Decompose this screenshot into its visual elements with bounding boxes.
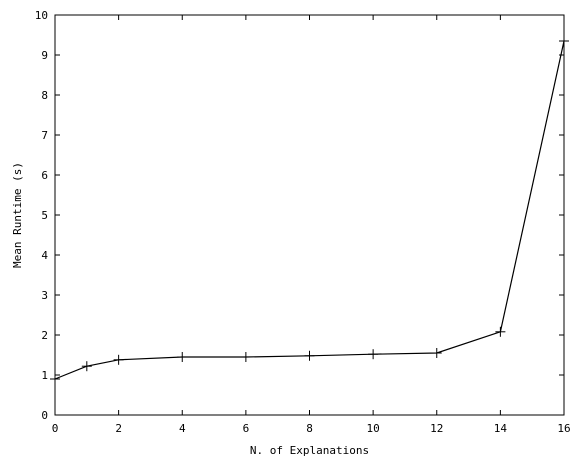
x-tick-label: 14 xyxy=(494,422,508,435)
data-point-marker xyxy=(368,349,379,360)
y-axis-ticks: 0 1 2 3 4 5 6 7 8 9 10 xyxy=(35,9,564,422)
y-tick-label: 0 xyxy=(41,409,48,422)
y-tick-label: 7 xyxy=(41,129,48,142)
plot-area xyxy=(54,14,565,416)
x-axis-ticks: 0 2 4 6 8 10 12 14 16 xyxy=(52,15,571,435)
y-tick-label: 4 xyxy=(41,249,48,262)
y-axis-label: Mean Runtime (s) xyxy=(11,162,24,268)
y-tick-label: 5 xyxy=(41,209,48,222)
y-tick-label: 3 xyxy=(41,289,48,302)
series-line xyxy=(54,40,565,380)
data-point-marker xyxy=(431,348,442,358)
x-tick-label: 6 xyxy=(243,422,250,435)
y-tick-label: 8 xyxy=(41,89,48,102)
data-point-marker xyxy=(113,354,124,365)
data-point-marker xyxy=(81,361,92,372)
y-tick-label: 9 xyxy=(41,49,48,62)
x-tick-label: 4 xyxy=(179,422,186,435)
y-tick-label: 6 xyxy=(41,169,48,182)
data-point-marker xyxy=(559,36,569,46)
data-point-marker xyxy=(495,326,506,337)
y-tick-label: 1 xyxy=(41,369,48,382)
x-tick-label: 10 xyxy=(367,422,380,435)
data-point-marker xyxy=(50,374,60,384)
data-point-marker xyxy=(240,352,251,362)
data-point-marker xyxy=(304,350,315,361)
x-tick-label: 0 xyxy=(52,422,59,435)
series-layer xyxy=(50,36,569,384)
data-point-marker xyxy=(177,352,188,362)
x-tick-label: 12 xyxy=(430,422,443,435)
y-tick-label: 2 xyxy=(41,329,48,342)
x-tick-label: 8 xyxy=(306,422,313,435)
y-tick-label: 10 xyxy=(35,9,48,22)
x-tick-label: 16 xyxy=(557,422,570,435)
x-tick-label: 2 xyxy=(115,422,122,435)
x-axis-label: N. of Explanations xyxy=(250,444,369,457)
